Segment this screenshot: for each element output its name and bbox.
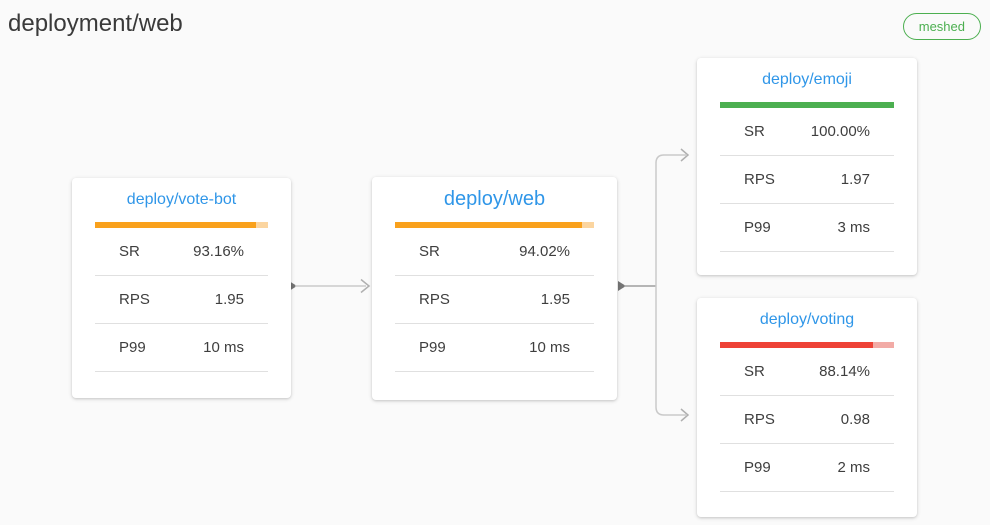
- node-title-link[interactable]: deploy/emoji: [762, 71, 852, 88]
- node-card-web: deploy/web SR 94.02% RPS 1.95 P99 10 ms: [372, 177, 617, 400]
- metric-value: 2 ms: [837, 459, 870, 476]
- metric-value: 3 ms: [837, 219, 870, 236]
- meshed-badge-label: meshed: [918, 19, 965, 34]
- metric-label: P99: [744, 459, 771, 476]
- metric-label: SR: [744, 123, 765, 140]
- metric-value: 100.00%: [810, 123, 870, 140]
- success-rate-bar-fill: [395, 222, 583, 228]
- metric-value: 93.16%: [193, 243, 244, 260]
- metric-value: 88.14%: [819, 363, 870, 380]
- node-card-voting: deploy/voting SR 88.14% RPS 0.98 P99 2 m…: [697, 298, 917, 517]
- metric-label: P99: [419, 339, 446, 356]
- metric-label: SR: [419, 243, 440, 260]
- metric-row-rps: RPS 0.98: [720, 396, 894, 444]
- metric-row-p99: P99 10 ms: [95, 324, 268, 372]
- node-card-emoji: deploy/emoji SR 100.00% RPS 1.97 P99 3 m…: [697, 58, 917, 275]
- metric-row-p99: P99 3 ms: [720, 204, 894, 252]
- metric-label: RPS: [119, 291, 150, 308]
- success-rate-bar-track: [395, 222, 594, 228]
- metric-row-p99: P99 2 ms: [720, 444, 894, 492]
- meshed-status-badge: meshed: [902, 13, 981, 40]
- metric-row-rps: RPS 1.95: [95, 276, 268, 324]
- metric-row-rps: RPS 1.97: [720, 156, 894, 204]
- success-rate-bar-fill: [95, 222, 257, 228]
- metric-label: SR: [744, 363, 765, 380]
- metric-row-p99: P99 10 ms: [395, 324, 594, 372]
- node-title-link[interactable]: deploy/vote-bot: [126, 191, 237, 208]
- success-rate-bar-track: [95, 222, 268, 228]
- edge-source-marker: [618, 281, 626, 291]
- edge-arrowhead-icon: [680, 148, 690, 162]
- node-title-link[interactable]: deploy/web: [443, 188, 546, 210]
- metric-value: 10 ms: [203, 339, 244, 356]
- edge-arrowhead-icon: [680, 408, 690, 422]
- metric-label: SR: [119, 243, 140, 260]
- metric-label: P99: [744, 219, 771, 236]
- metric-value: 1.97: [840, 171, 870, 188]
- metric-label: RPS: [744, 171, 775, 188]
- metric-row-sr: SR 100.00%: [720, 108, 894, 156]
- metric-value: 1.95: [214, 291, 244, 308]
- metric-value: 1.95: [540, 291, 570, 308]
- edge-line-to-emoji: [655, 154, 686, 286]
- edge-line-to-voting: [655, 286, 686, 416]
- metric-value: 94.02%: [519, 243, 570, 260]
- edge-votebot-to-web: [289, 278, 371, 294]
- success-rate-bar-track: [720, 342, 894, 348]
- metric-row-rps: RPS 1.95: [395, 276, 594, 324]
- metric-row-sr: SR 94.02%: [395, 228, 594, 276]
- success-rate-bar-track: [720, 102, 894, 108]
- success-rate-bar-fill: [720, 342, 874, 348]
- metric-label: P99: [119, 339, 146, 356]
- metric-label: RPS: [419, 291, 450, 308]
- node-title-link[interactable]: deploy/voting: [759, 311, 855, 328]
- success-rate-bar-fill: [720, 102, 894, 108]
- metric-label: RPS: [744, 411, 775, 428]
- edge-arrowhead-icon: [360, 278, 371, 294]
- page-title: deployment/web: [8, 10, 183, 37]
- metric-row-sr: SR 93.16%: [95, 228, 268, 276]
- metric-row-sr: SR 88.14%: [720, 348, 894, 396]
- node-card-vote-bot: deploy/vote-bot SR 93.16% RPS 1.95 P99 1…: [72, 178, 291, 398]
- edge-web-branch: [618, 148, 690, 422]
- metric-value: 10 ms: [529, 339, 570, 356]
- metric-value: 0.98: [840, 411, 870, 428]
